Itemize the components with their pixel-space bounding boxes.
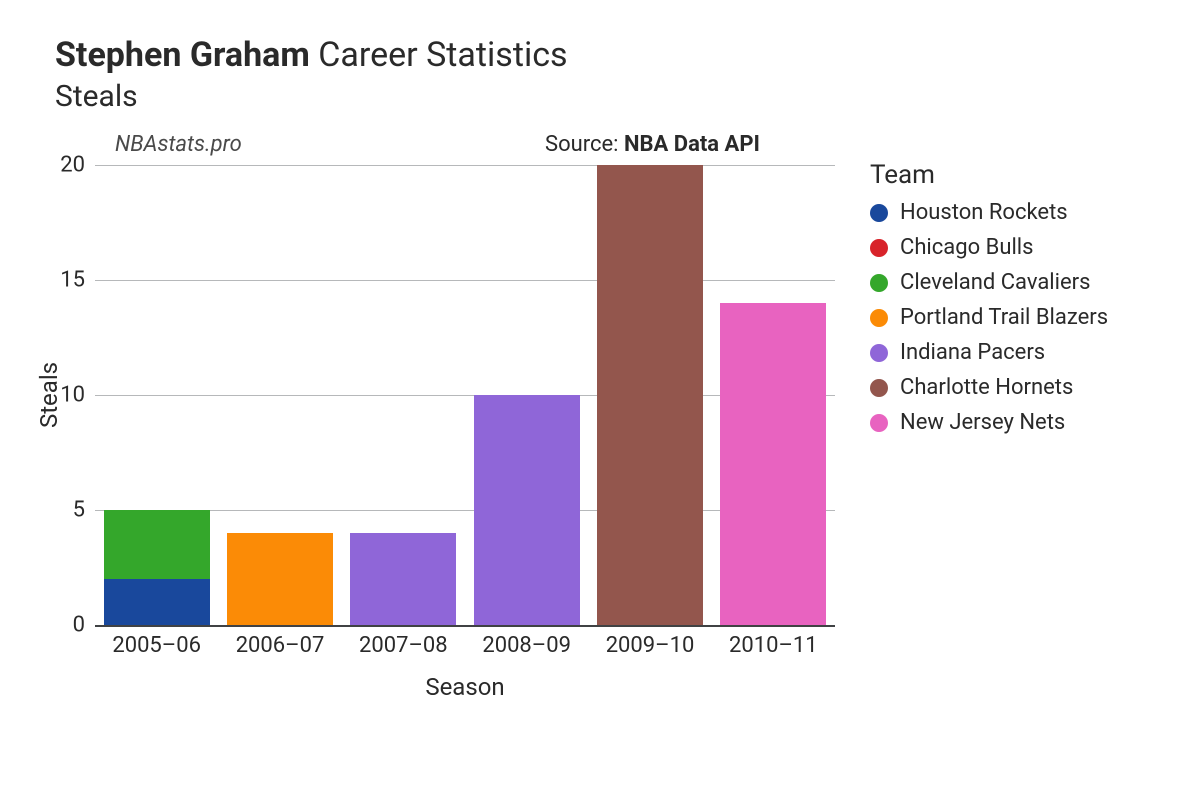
legend-swatch — [870, 274, 888, 292]
legend-item: Portland Trail Blazers — [870, 305, 1108, 330]
chart-title-block: Stephen Graham Career Statistics Steals — [55, 35, 568, 114]
legend-label: New Jersey Nets — [900, 410, 1065, 435]
y-axis-title: Steals — [35, 362, 63, 428]
bar-segment — [720, 303, 826, 625]
gridline — [95, 280, 835, 281]
bar-segment — [104, 510, 210, 579]
chart-plot-area: 051015202005–062006–072007–082008–092009… — [95, 165, 835, 625]
legend-item: Indiana Pacers — [870, 340, 1108, 365]
y-tick-label: 20 — [60, 153, 85, 178]
bar-segment — [104, 579, 210, 625]
legend-swatch — [870, 414, 888, 432]
y-tick-label: 5 — [73, 498, 85, 523]
watermark-text: NBAstats.pro — [115, 132, 242, 157]
legend-item: New Jersey Nets — [870, 410, 1108, 435]
bar-segment — [474, 395, 580, 625]
legend: Team Houston Rockets Chicago Bulls Clevela… — [870, 160, 1108, 445]
gridline — [95, 165, 835, 166]
y-tick-label: 10 — [60, 383, 85, 408]
x-tick-label: 2006–07 — [236, 633, 325, 658]
y-tick-label: 0 — [73, 613, 85, 638]
legend-swatch — [870, 239, 888, 257]
source-attribution: Source: NBA Data API — [545, 132, 760, 157]
bar-segment — [227, 533, 333, 625]
x-tick-label: 2009–10 — [606, 633, 695, 658]
title-bold: Stephen Graham — [55, 35, 310, 75]
legend-label: Portland Trail Blazers — [900, 305, 1108, 330]
plot-region: 051015202005–062006–072007–082008–092009… — [95, 165, 835, 625]
x-axis-title: Season — [425, 673, 504, 701]
x-tick-label: 2010–11 — [729, 633, 818, 658]
title-rest: Career Statistics — [318, 35, 567, 75]
legend-label: Indiana Pacers — [900, 340, 1045, 365]
legend-swatch — [870, 344, 888, 362]
legend-item: Chicago Bulls — [870, 235, 1108, 260]
legend-label: Houston Rockets — [900, 200, 1068, 225]
source-prefix: Source: — [545, 132, 624, 157]
chart-subtitle: Steals — [55, 79, 568, 114]
y-tick-label: 15 — [60, 268, 85, 293]
chart-title: Stephen Graham Career Statistics — [55, 35, 568, 75]
legend-title: Team — [870, 160, 1108, 190]
legend-item: Houston Rockets — [870, 200, 1108, 225]
source-name: NBA Data API — [624, 132, 760, 157]
legend-item: Cleveland Cavaliers — [870, 270, 1108, 295]
legend-swatch — [870, 379, 888, 397]
legend-items: Houston Rockets Chicago Bulls Cleveland Ca… — [870, 200, 1108, 435]
legend-item: Charlotte Hornets — [870, 375, 1108, 400]
x-tick-label: 2007–08 — [359, 633, 448, 658]
legend-swatch — [870, 309, 888, 327]
legend-label: Chicago Bulls — [900, 235, 1034, 260]
x-tick-label: 2005–06 — [112, 633, 201, 658]
legend-label: Charlotte Hornets — [900, 375, 1073, 400]
legend-swatch — [870, 204, 888, 222]
legend-label: Cleveland Cavaliers — [900, 270, 1090, 295]
bar-segment — [597, 165, 703, 625]
x-tick-label: 2008–09 — [482, 633, 571, 658]
x-axis-baseline — [95, 625, 835, 627]
bar-segment — [350, 533, 456, 625]
